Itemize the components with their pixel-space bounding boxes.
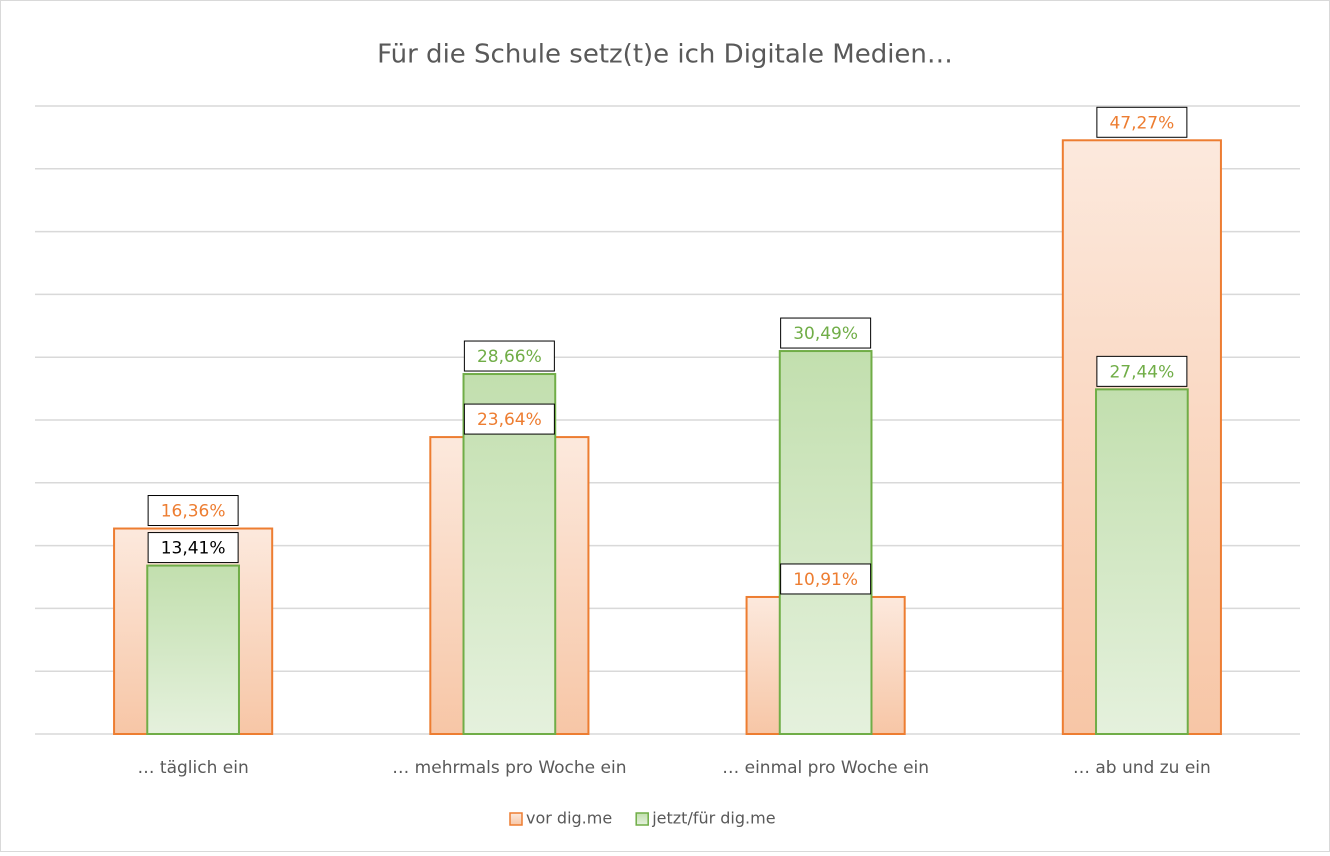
bar <box>778 350 873 735</box>
x-tick-label: … täglich ein <box>138 758 249 778</box>
data-label-box <box>147 495 239 527</box>
data-label: 47,27% <box>1109 113 1174 133</box>
data-label: 30,49% <box>793 324 858 344</box>
bar <box>146 564 240 735</box>
data-label-box <box>463 340 555 372</box>
data-label: 28,66% <box>477 347 542 367</box>
x-tick-label: … einmal pro Woche ein <box>722 758 929 778</box>
chart-title: Für die Schule setz(t)e ich Digitale Med… <box>377 40 953 70</box>
data-label-box <box>780 563 872 595</box>
data-label-box <box>147 532 239 564</box>
legend-swatch <box>509 812 523 826</box>
x-tick-label: … ab und zu ein <box>1073 758 1211 778</box>
data-label-box <box>780 317 872 349</box>
data-label: 13,41% <box>161 539 226 559</box>
legend-swatch <box>635 812 649 826</box>
data-label: 23,64% <box>477 410 542 430</box>
bar <box>1095 388 1189 735</box>
legend-label: jetzt/für dig.me <box>651 809 775 828</box>
x-tick-label: … mehrmals pro Woche ein <box>392 758 626 778</box>
data-label: 27,44% <box>1109 362 1174 382</box>
data-label-box <box>463 403 555 435</box>
data-label-box <box>1096 355 1188 387</box>
data-label: 16,36% <box>161 502 226 522</box>
data-label: 10,91% <box>793 570 858 590</box>
data-label-box <box>1096 106 1188 138</box>
legend-label: vor dig.me <box>526 809 612 828</box>
